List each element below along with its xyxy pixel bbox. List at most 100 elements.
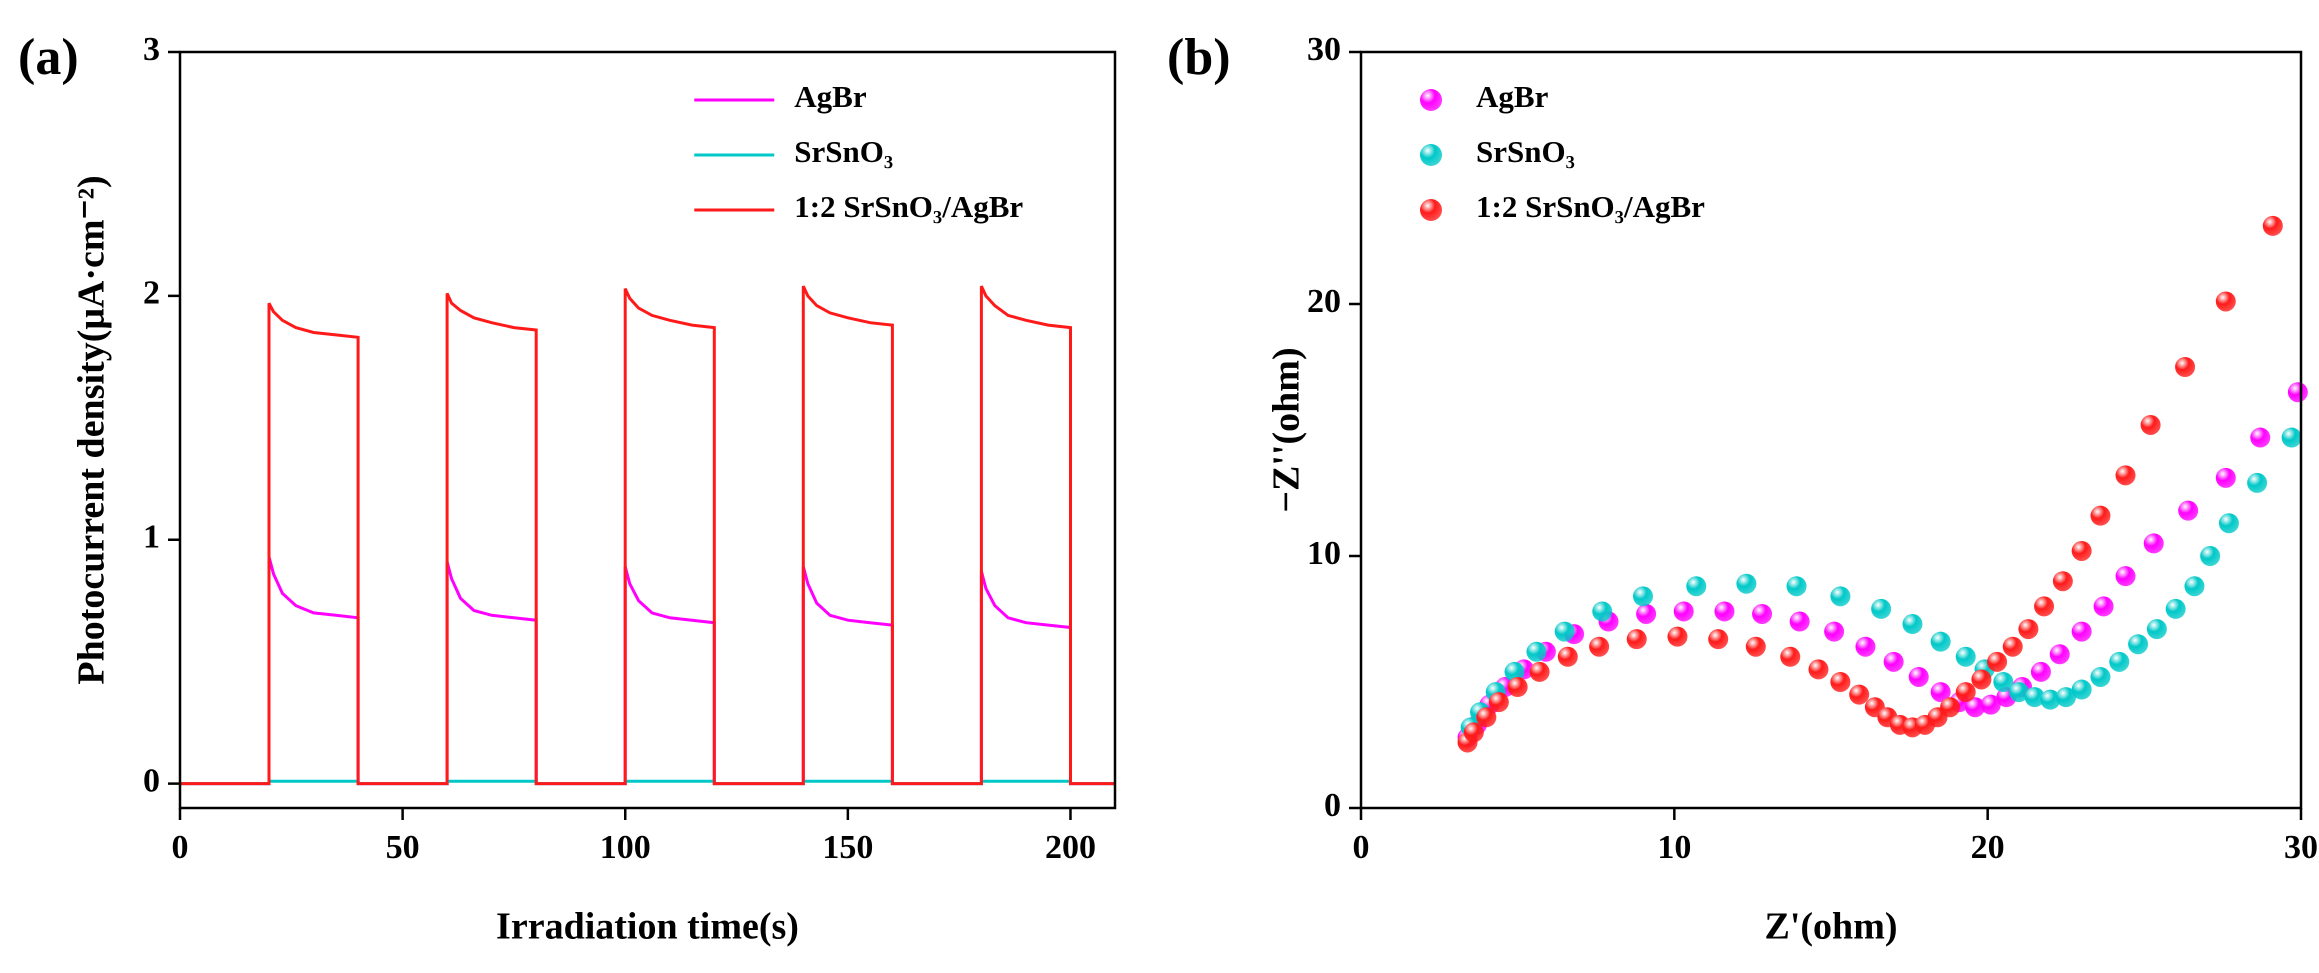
data-point — [2281, 427, 2302, 448]
data-point — [1930, 682, 1951, 703]
data-point — [2030, 661, 2051, 682]
legend-label: AgBr — [1476, 79, 1549, 114]
legend-label: 1:2 SrSnO₃/AgBr — [794, 189, 1023, 224]
data-point — [1557, 646, 1578, 667]
data-point — [1830, 586, 1851, 607]
panel-label: (b) — [1167, 29, 1231, 86]
x-tick-label: 0 — [1353, 829, 1370, 866]
data-point — [1673, 601, 1694, 622]
data-point — [2287, 382, 2308, 403]
data-point — [1930, 631, 1951, 652]
data-point — [1871, 598, 1892, 619]
data-point — [2056, 687, 2076, 708]
x-tick-label: 30 — [2284, 829, 2318, 866]
y-axis-title: −Z''(ohm) — [1266, 347, 1308, 512]
data-line — [180, 556, 1115, 786]
data-point — [1786, 576, 1807, 597]
data-point — [1993, 672, 2014, 692]
data-point — [2215, 291, 2236, 312]
y-tick-label: 3 — [143, 31, 160, 68]
data-point — [2018, 619, 2039, 640]
y-tick-label: 1 — [143, 519, 160, 556]
data-point — [2218, 513, 2239, 534]
data-point — [1592, 601, 1613, 622]
x-tick-label: 100 — [600, 829, 651, 866]
legend-swatch — [1420, 199, 1442, 221]
data-point — [1808, 659, 1829, 680]
data-point — [1830, 672, 1851, 692]
data-point — [1971, 669, 1992, 690]
data-point — [2115, 566, 2136, 587]
data-point — [1940, 697, 1961, 718]
data-point — [1488, 692, 1509, 713]
data-point — [2071, 621, 2092, 642]
data-point — [1529, 661, 1550, 682]
data-point — [2002, 636, 2023, 657]
legend-swatch — [1420, 89, 1442, 111]
y-tick-label: 0 — [1324, 787, 1341, 824]
data-point — [1476, 707, 1497, 728]
data-point — [1686, 576, 1707, 597]
x-axis-title: Irradiation time(s) — [496, 906, 799, 948]
data-point — [2090, 505, 2111, 526]
legend-label: AgBr — [794, 79, 867, 114]
data-point — [1980, 694, 2001, 715]
y-tick-label: 20 — [1307, 283, 1341, 320]
data-point — [2262, 215, 2283, 236]
data-point — [2184, 576, 2205, 597]
data-point — [1780, 646, 1801, 667]
data-point — [1987, 651, 2008, 672]
panel-label: (a) — [18, 29, 79, 86]
plot-frame — [178, 50, 1117, 810]
data-point — [1855, 636, 1876, 657]
data-point — [1955, 682, 1976, 703]
data-point — [2140, 414, 2161, 435]
data-point — [1526, 641, 1547, 662]
data-point — [1589, 636, 1610, 657]
y-tick-label: 10 — [1307, 535, 1341, 572]
plot-frame — [1359, 50, 2303, 810]
x-tick-label: 20 — [1971, 829, 2005, 866]
data-point — [1849, 684, 1870, 705]
data-point — [2090, 666, 2111, 687]
data-point — [2200, 546, 2221, 566]
data-point — [1504, 661, 1525, 682]
data-point — [2175, 357, 2196, 377]
data-point — [1736, 573, 1757, 594]
legend-label: SrSnO₃ — [794, 134, 893, 169]
data-point — [2115, 465, 2136, 486]
data-point — [2009, 682, 2029, 703]
data-point — [1789, 611, 1810, 632]
legend-label: SrSnO₃ — [1476, 134, 1575, 169]
data-point — [2146, 619, 2167, 640]
data-point — [2128, 634, 2149, 655]
legend-swatch — [1420, 144, 1442, 166]
x-tick-label: 150 — [822, 829, 873, 866]
data-point — [1965, 697, 1986, 718]
data-line — [180, 285, 1115, 786]
data-point — [1463, 722, 1484, 743]
data-point — [2071, 540, 2092, 561]
x-axis-title: Z'(ohm) — [1765, 906, 1898, 948]
data-point — [1633, 586, 1653, 607]
data-point — [1752, 603, 1773, 624]
data-point — [2034, 596, 2055, 617]
data-point — [1667, 626, 1688, 647]
data-point — [2109, 651, 2130, 672]
data-point — [2215, 467, 2236, 488]
y-tick-label: 30 — [1307, 31, 1341, 68]
x-tick-label: 10 — [1657, 829, 1691, 866]
x-tick-label: 200 — [1045, 829, 1096, 866]
data-point — [2093, 596, 2114, 617]
data-point — [1714, 601, 1735, 622]
data-point — [1902, 614, 1923, 635]
y-axis-title: Photocurrent density(μA·cm⁻²) — [71, 175, 113, 684]
y-tick-label: 2 — [143, 275, 160, 312]
data-point — [1554, 621, 1575, 642]
x-tick-label: 50 — [386, 829, 420, 866]
data-point — [1908, 666, 1929, 687]
data-point — [1507, 677, 1528, 698]
data-point — [1636, 603, 1657, 624]
